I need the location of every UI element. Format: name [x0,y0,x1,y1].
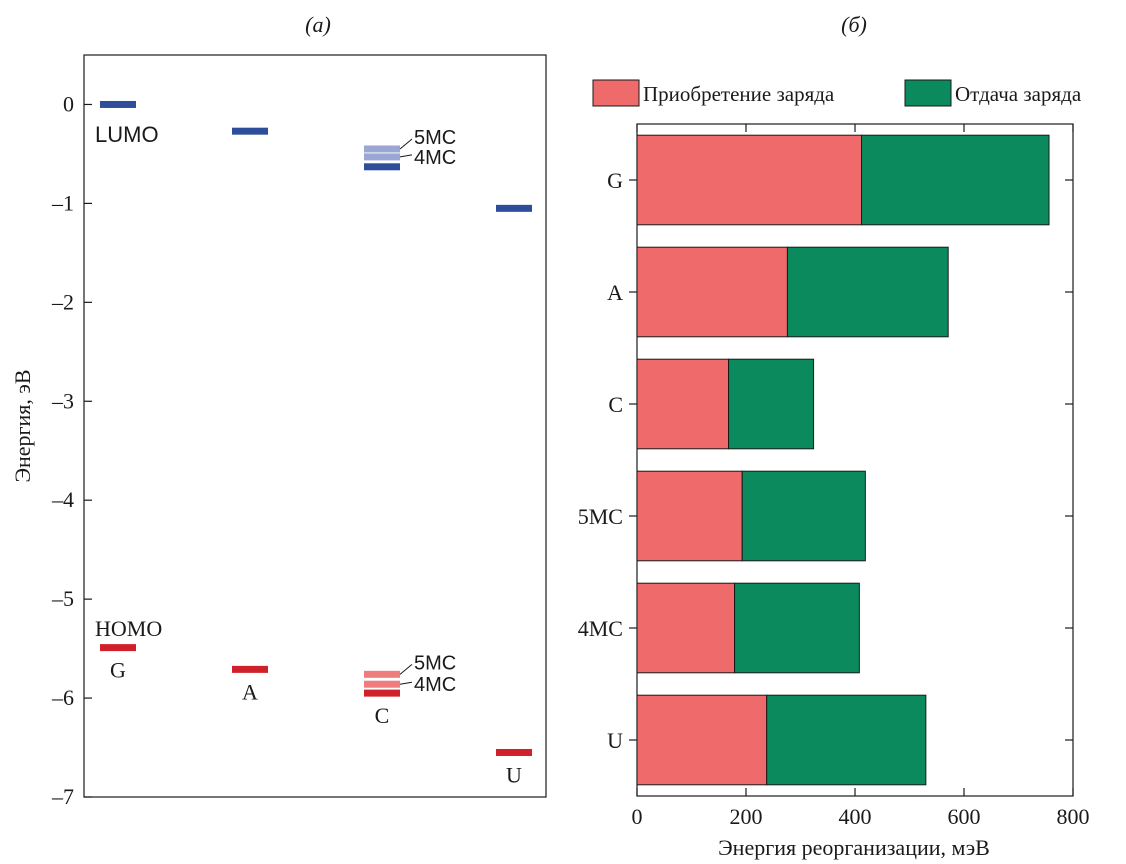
lumo-label: LUMO [95,122,159,147]
x-tick-label: 0 [632,804,643,829]
bar-5mc-loss [741,470,866,562]
bar-c-loss [728,358,815,450]
column-label-c: C [375,703,390,728]
bar-4mc-loss [734,582,860,674]
x-tick-label: 800 [1057,804,1090,829]
annotation-5mc: 5MC [414,652,456,674]
panel-a-frame [83,54,547,798]
homo-label: HOMO [95,616,162,641]
panel-a-levels [100,100,532,756]
y-tick-label: –2 [51,289,74,314]
bar-a-gain [636,246,788,338]
bar-a-loss [786,246,949,338]
bar-g-gain [636,134,863,226]
category-label: U [607,728,623,753]
category-label: 4MC [578,616,623,641]
column-label-g: G [110,658,126,683]
homo-level-g [100,644,136,652]
y-tick-label: 0 [63,91,74,116]
bar-4mc-gain [636,582,736,674]
legend-swatch-loss [904,79,952,107]
panel-b: (б) Приобретение заряда Отдача заряда G A C… [578,12,1090,860]
legend-label-gain: Приобретение заряда [643,82,835,106]
panel-a-label: (а) [305,12,331,37]
annotation-leader [399,138,413,150]
y-tick-label: –4 [51,487,74,512]
x-tick-label: 200 [730,804,763,829]
homo-level-c [364,689,400,697]
homo-level-c-5mc [364,670,400,678]
column-label-u: U [506,762,522,787]
lumo-level-c-4mc [364,153,400,161]
panel-b-bars [636,134,1050,786]
y-tick-label: –6 [51,685,74,710]
legend: Приобретение заряда Отдача заряда [592,79,1082,107]
annotation-leader [399,154,413,158]
y-tick-label: –5 [51,586,74,611]
lumo-level-c-5mc [364,145,400,153]
annotation-4mc: 4MC [414,147,456,169]
category-label: G [607,168,623,193]
annotation-leader [399,681,413,685]
bar-g-loss [861,134,1050,226]
lumo-level-c [364,163,400,171]
homo-level-u [496,748,532,756]
lumo-level-g [100,100,136,108]
category-label: A [607,280,623,305]
annotation-4mc: 4MC [414,674,456,696]
annotation-5mc: 5MC [414,127,456,149]
panel-a-y-axis-label: Энергия, эВ [10,369,35,482]
panel-b-x-axis-label: Энергия реорганизации, мэВ [718,835,990,860]
bar-u-gain [636,694,768,786]
legend-label-loss: Отдача заряда [955,82,1082,106]
y-tick-label: –3 [51,388,74,413]
bar-5mc-gain [636,470,743,562]
panel-b-x-axis: 0 200 400 600 800 [632,124,1090,829]
homo-level-a [232,665,268,673]
category-label: C [608,392,623,417]
panel-b-y-axis: G A C 5MC 4MC U [578,168,1073,753]
column-label-a: A [242,679,258,704]
category-label: 5MC [578,504,623,529]
bar-c-gain [636,358,730,450]
legend-swatch-gain [592,79,640,107]
annotation-leader [399,663,413,675]
homo-level-c-4mc [364,680,400,688]
lumo-level-u [496,204,532,212]
y-tick-label: –1 [51,190,74,215]
y-tick-label: –7 [51,784,74,809]
lumo-level-a [232,127,268,135]
bar-u-loss [766,694,927,786]
panel-a-y-axis: 0 –1 –2 –3 –4 –5 –6 –7 [51,91,92,809]
x-tick-label: 600 [948,804,981,829]
x-tick-label: 400 [839,804,872,829]
panel-a: (а) 0 –1 –2 –3 –4 –5 –6 –7 Энергия, эВ LUMO HOM… [10,12,547,809]
panel-a-column-labels: G A C U [110,658,522,788]
panel-b-label: (б) [841,12,867,37]
